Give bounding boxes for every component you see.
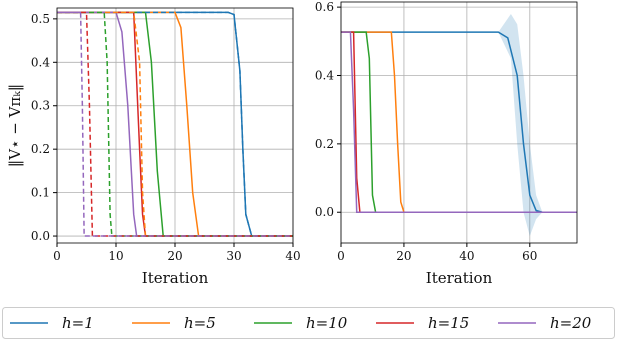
x-tick-label: 0 [337, 249, 345, 263]
plot-area [57, 11, 293, 237]
y-tick-label: 0.0 [315, 205, 334, 219]
y-tick-label: 0.0 [31, 229, 50, 243]
dashed-line [57, 11, 293, 237]
dashed-line [57, 11, 293, 237]
y-tick-label: 0.2 [315, 137, 334, 151]
line [341, 31, 577, 213]
dashed-line [57, 11, 293, 237]
y-axis-label: ‖V⋆ − Vπₖ‖ [6, 84, 24, 168]
legend-box [2, 307, 615, 339]
x-tick-label: 40 [459, 249, 474, 263]
legend-label: h=10 [306, 314, 348, 332]
x-axis-label: Iteration [426, 269, 493, 287]
x-tick-label: 40 [285, 249, 300, 263]
y-tick-label: 0.2 [31, 142, 50, 156]
x-tick-label: 10 [108, 249, 123, 263]
x-tick-label: 30 [226, 249, 241, 263]
line [341, 31, 577, 213]
line [341, 31, 577, 213]
x-tick-label: 0 [53, 249, 61, 263]
plot-area [341, 13, 577, 237]
x-tick-label: 20 [167, 249, 182, 263]
legend-label: h=5 [184, 314, 216, 332]
y-tick-label: 0.1 [31, 186, 50, 200]
x-axis-label: Iteration [142, 269, 209, 287]
x-tick-label: 20 [396, 249, 411, 263]
legend-label: h=1 [62, 314, 94, 332]
x-tick-label: 60 [522, 249, 537, 263]
y-tick-label: 0.5 [31, 12, 50, 26]
confidence-band [498, 13, 543, 237]
line [341, 31, 577, 213]
legend-label: h=20 [550, 314, 592, 332]
y-tick-label: 0.3 [31, 99, 50, 113]
line [341, 31, 577, 213]
legend-label: h=15 [428, 314, 469, 332]
y-tick-label: 0.6 [315, 0, 334, 14]
y-tick-label: 0.4 [31, 55, 50, 69]
axes-frame [340, 1, 578, 244]
y-tick-label: 0.4 [315, 68, 334, 82]
axes-frame [56, 7, 294, 244]
